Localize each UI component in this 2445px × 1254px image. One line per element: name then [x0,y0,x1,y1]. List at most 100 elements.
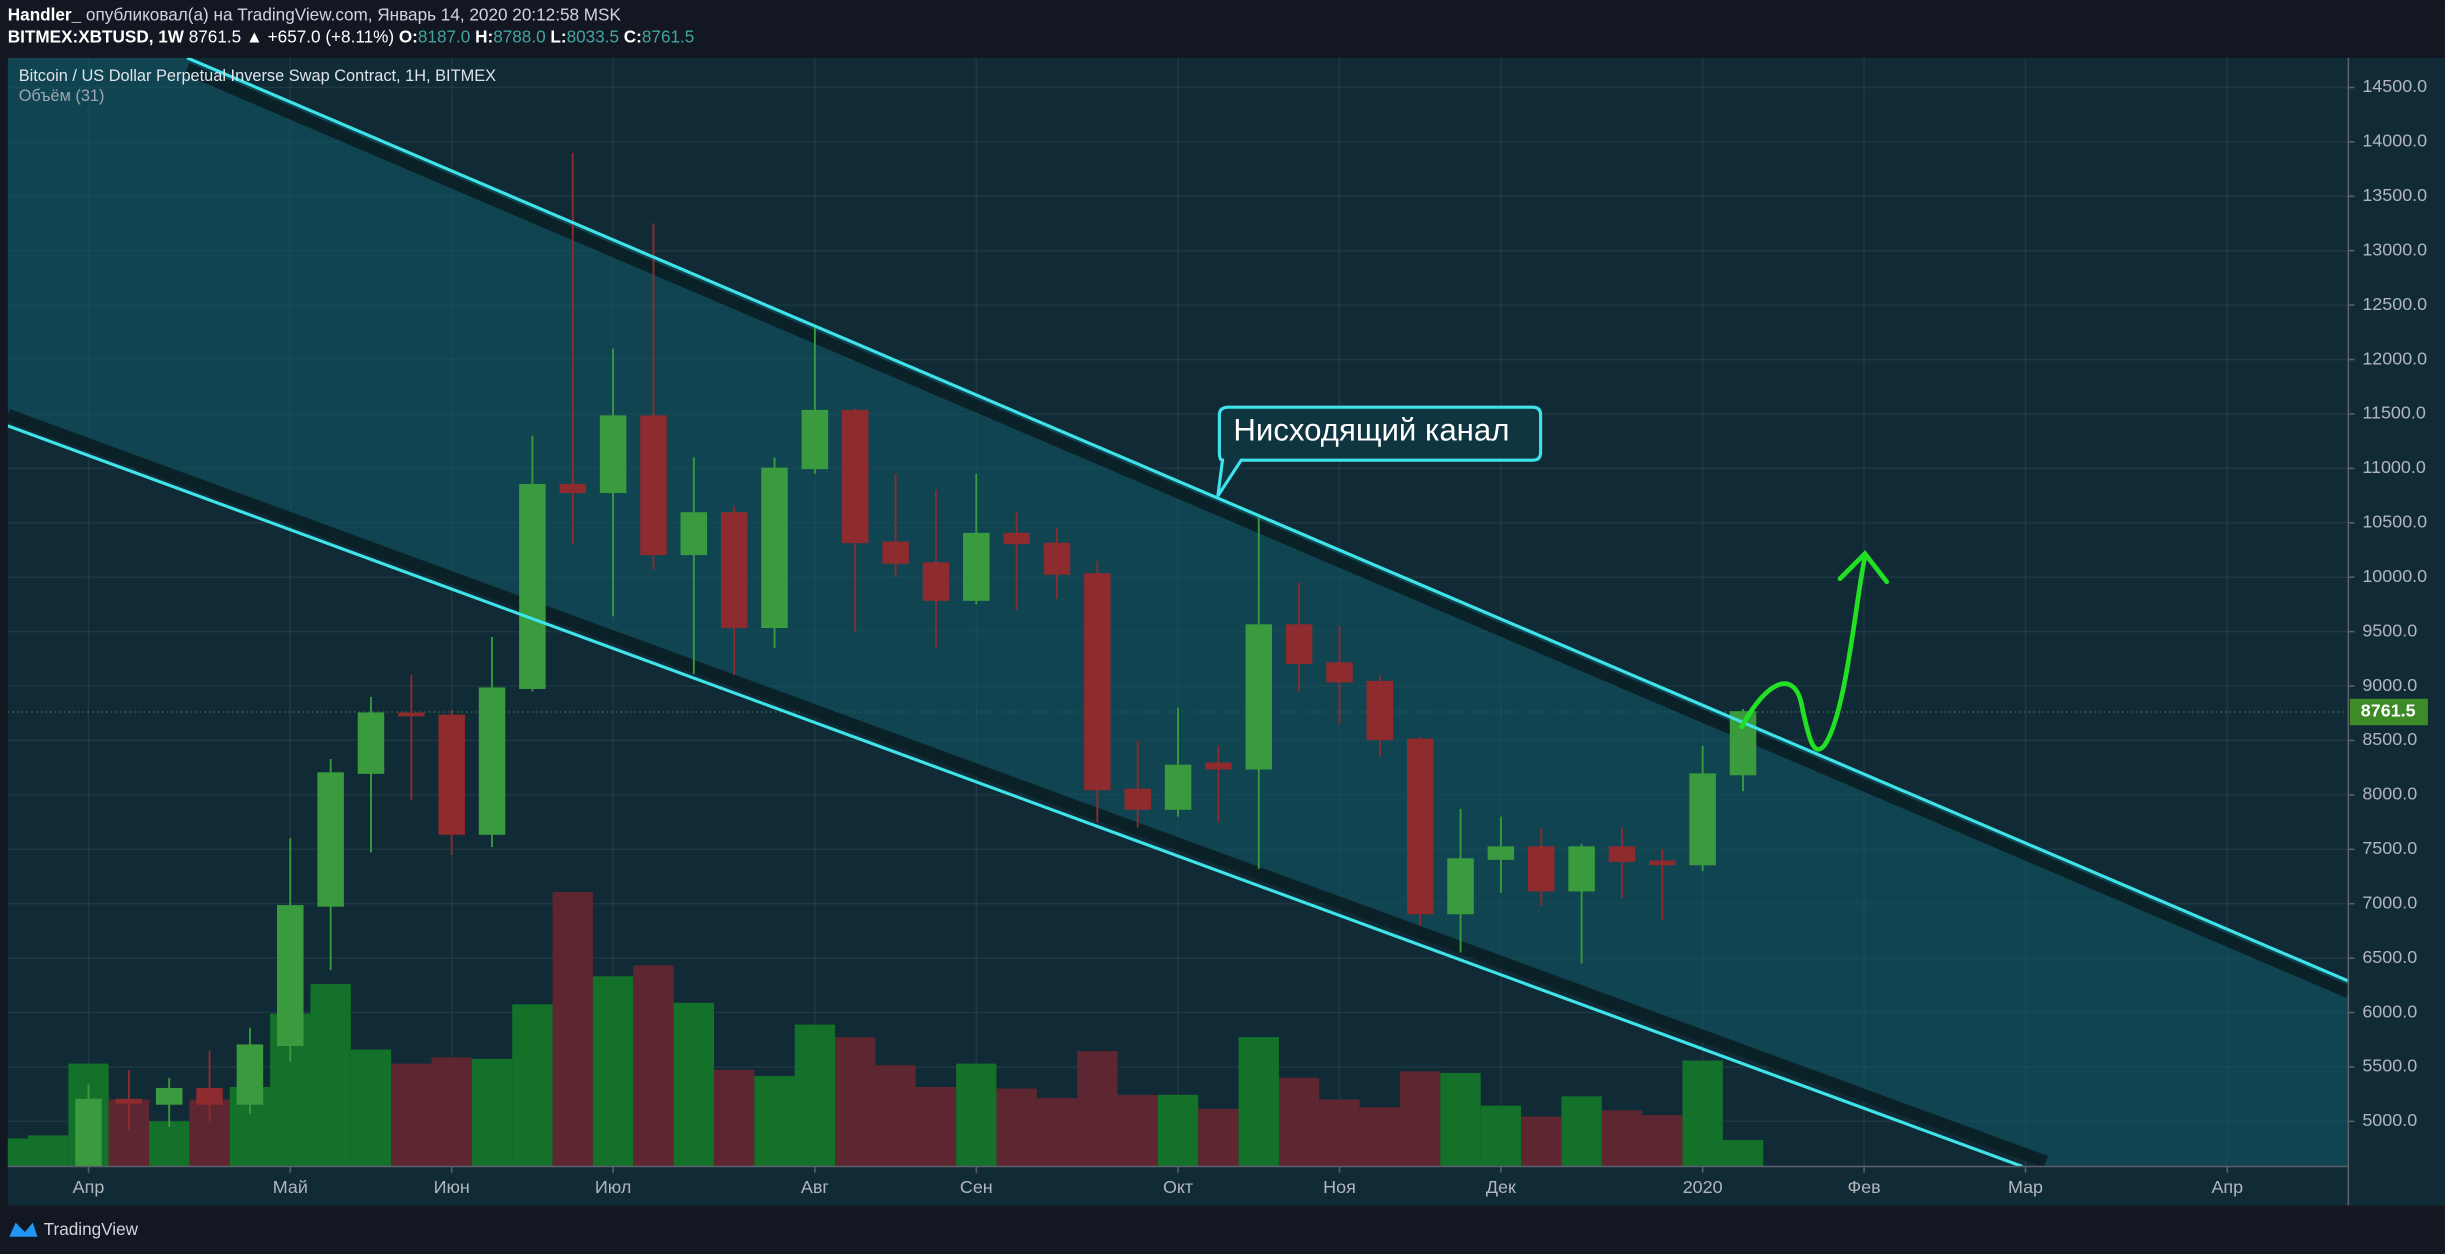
candle-body [398,712,425,717]
candle-body [1043,542,1071,575]
volume-bar [149,1121,190,1167]
annotation-box [1216,405,1543,497]
candle-body [640,415,667,556]
candle-body [1487,846,1515,860]
candle-body [1366,680,1394,741]
candle-body [1245,624,1273,770]
x-tick-label: Сен [960,1177,993,1197]
candle-body [882,541,909,564]
x-tick-label: 2020 [1683,1177,1723,1197]
upper-line [186,57,2349,983]
y-tick-label: 14500.0 [2362,76,2427,96]
c-value: 8761.5 [642,26,694,46]
header-line: Handler_ опубликовал(а) на TradingView.c… [8,4,622,24]
x-tick-label: Дек [1486,1177,1516,1197]
channel-band [184,63,2349,998]
x-tick-label: Апр [2211,1177,2243,1197]
volume-bar [1561,1096,1602,1167]
channel-band [7,409,2048,1167]
candle-body [478,687,506,835]
x-tick-label: Окт [1163,1177,1193,1197]
candle-body [1689,773,1716,866]
candle-body [963,532,990,601]
candle-body [680,512,708,556]
candle-body [1164,764,1192,810]
candle-body [519,483,546,689]
lower-line [7,424,2023,1167]
y-tick-label: 7000.0 [2362,892,2417,912]
volume-bar [673,1002,714,1167]
volume-bar [1440,1072,1481,1167]
channel [7,57,2349,1167]
x-tick-label: Май [273,1177,308,1197]
volume-bar [1642,1115,1683,1167]
axes: 5000.0 5500.0 6000.0 6500.0 7000.0 7500.0 8000… [7,57,2428,1206]
candle-body [196,1087,223,1105]
y-tick-label: 6000.0 [2362,1001,2417,1021]
brand: TradingView [44,1219,139,1239]
volume-bar [552,892,593,1167]
volume-bar [1601,1110,1643,1167]
candle-body [801,409,829,470]
x-tick-label: Фев [1848,1177,1881,1197]
candle-body [1568,846,1595,892]
annotation: Нисходящий канал [1233,412,1509,447]
volume-bar [794,1024,836,1167]
y-tick-label: 12500.0 [2362,294,2427,314]
y-tick-label: 11000.0 [2362,457,2425,477]
h-value: 8788.0 [493,26,545,46]
candle-body [1084,573,1111,791]
author: Handler_ [8,4,82,24]
last-price-box [2349,698,2428,726]
chart-title: Bitcoin / US Dollar Perpetual Inverse Sw… [19,67,496,85]
x-tick-label: Авг [801,1177,829,1197]
volume-bar [1480,1105,1522,1167]
last-price-label: 8761.5 [2361,701,2416,721]
volume-bar [754,1076,795,1167]
change: ▲ +657.0 (+8.11%) [246,26,394,46]
channel-fill [7,57,2349,1167]
channel-lines [7,57,2349,1167]
l-value: 8033.5 [567,26,619,46]
candle-body [1447,858,1474,915]
volume-bar [431,1057,472,1167]
volume [7,892,1764,1167]
l-label: L: [550,26,566,46]
volume-bar [27,1135,69,1167]
candle-body [1527,846,1555,892]
volume-bar [956,1063,997,1167]
price-axis [2348,57,2445,1206]
y-tick-label: 12000.0 [2362,348,2427,368]
candle-body [357,712,385,774]
candle-body [559,483,587,494]
volume-bar [1521,1116,1562,1167]
candles [75,152,1757,1167]
forecast-arrow [1739,550,1890,752]
candle-body [115,1098,143,1104]
candle-body [1326,662,1353,683]
y-tick-label: 10000.0 [2362,566,2427,586]
volume-bar [713,1069,755,1167]
volume-bar [1278,1077,1320,1167]
symbol-line: BITMEX:XBTUSD, 1W 8761.5 ▲ +657.0 (+8.11… [8,26,695,46]
volume-bar [996,1088,1037,1167]
candle-body [599,415,627,494]
volume-bar [350,1049,392,1167]
y-tick-label: 10500.0 [2362,512,2427,532]
volume-bar [875,1065,916,1167]
price: 8761.5 [189,26,241,46]
x-tick-label: Июл [595,1177,631,1197]
volume-bar [1682,1060,1723,1167]
candle-body [1406,738,1434,915]
candle-body [720,512,748,629]
y-tick-label: 7500.0 [2362,838,2417,858]
candle-body [1003,532,1030,545]
h-label: H: [475,26,493,46]
volume-bar [1157,1094,1199,1167]
candle-body [1285,624,1313,664]
volume-bar [1198,1108,1239,1167]
volume-bar [835,1037,876,1167]
y-tick-label: 5000.0 [2362,1110,2417,1130]
volume-bar [310,984,351,1167]
